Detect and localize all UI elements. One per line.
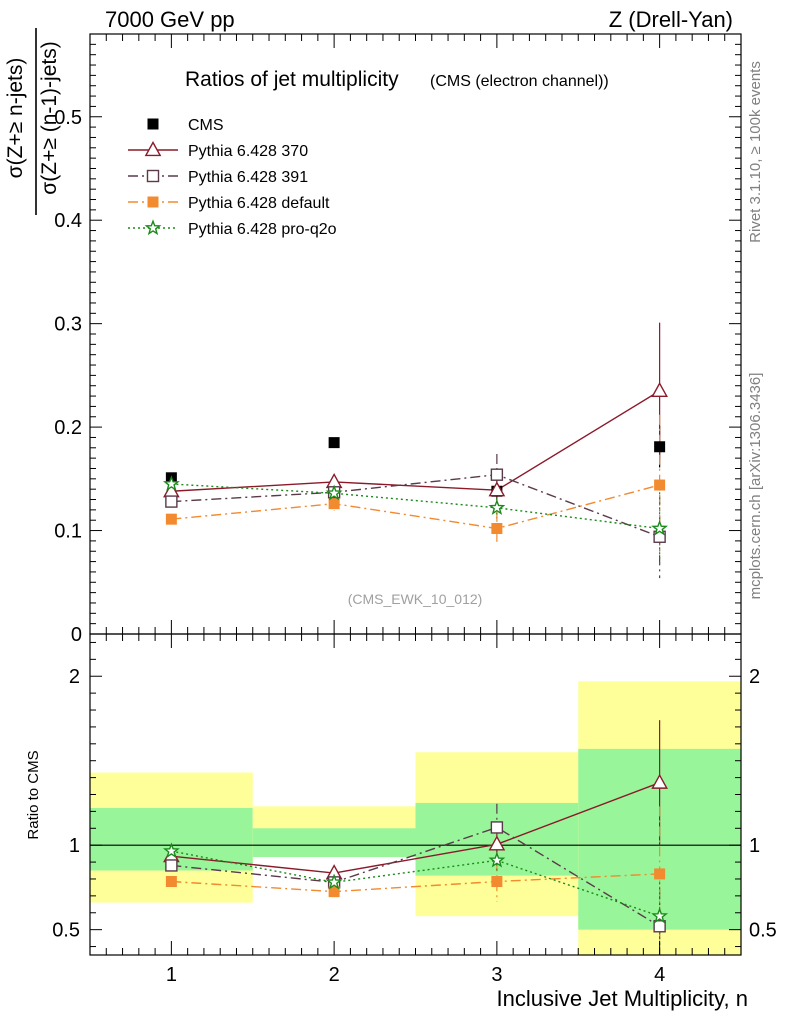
ratio-point-p370-4 <box>651 773 668 789</box>
ratio-point-pq2o-2 <box>325 873 343 890</box>
legend-marker-pq2o <box>144 219 162 236</box>
rivet-version-label: Rivet 3.1.10, ≥ 100k events <box>747 61 764 243</box>
legend-marker-pdef <box>147 196 159 208</box>
mcplots-label: mcplots.cern.ch [arXiv:1306.3436] <box>747 373 764 600</box>
xtick-label: 3 <box>491 964 502 986</box>
legend-marker-cms <box>147 118 159 130</box>
main-point-pdef-4 <box>654 479 666 491</box>
ratio-point-pdef-2 <box>328 886 340 898</box>
main-ytick-label: 0.3 <box>54 314 82 336</box>
legend-marker-p391 <box>146 169 160 183</box>
main-point-cms-2 <box>328 437 340 449</box>
xtick-label: 1 <box>166 964 177 986</box>
y-axis-label-numerator: σ(Z+≥ n-jets) <box>4 58 27 179</box>
ratio-line-pdef <box>171 873 660 893</box>
x-axis-label: Inclusive Jet Multiplicity, n <box>497 986 748 1011</box>
energy-label: 7000 GeV pp <box>105 7 235 32</box>
ratio-ytick-label-left: 0.5 <box>52 920 80 942</box>
uncertainty-band-inner-2 <box>252 828 416 858</box>
ratio-point-p391-1 <box>165 859 178 872</box>
process-label: Z (Drell-Yan) <box>609 7 733 32</box>
ratio-line-p370 <box>171 782 660 874</box>
xtick-label: 4 <box>654 964 665 986</box>
analysis-tag: (CMS_EWK_10_012) <box>348 591 483 607</box>
main-point-p370-3 <box>488 481 506 497</box>
legend-label-pdef: Pythia 6.428 default <box>188 195 330 212</box>
ratio-point-pq2o-3 <box>488 851 506 868</box>
main-line-pdef <box>171 484 660 530</box>
main-point-pdef-2 <box>328 498 340 510</box>
main-ytick-label: 0.2 <box>54 417 82 439</box>
ratio-y-axis-label: Ratio to CMS <box>25 750 42 839</box>
ratio-line-pq2o <box>171 850 660 917</box>
y-axis-label-denominator: σ(Z+≥ (n-1)-jets) <box>38 41 61 194</box>
main-point-pq2o-2 <box>325 484 343 501</box>
ratio-point-p391-4 <box>653 920 666 933</box>
chart-subtitle: (CMS (electron channel)) <box>430 73 609 90</box>
ratio-ytick-label-right: 2 <box>749 666 760 688</box>
ratio-ytick-label-right: 1 <box>749 835 760 857</box>
ratio-ytick-label-left: 2 <box>69 666 80 688</box>
main-point-pq2o-3 <box>488 499 506 515</box>
ratio-point-p391-3 <box>490 821 504 834</box>
main-point-pdef-1 <box>165 513 177 525</box>
legend-label-p370: Pythia 6.428 370 <box>188 143 308 160</box>
main-point-p391-1 <box>165 495 178 508</box>
main-line-p391 <box>171 473 660 538</box>
legend-label-p391: Pythia 6.428 391 <box>188 169 308 186</box>
main-point-pq2o-1 <box>162 475 180 492</box>
main-ytick-label: 0.5 <box>54 107 82 129</box>
main-point-cms-4 <box>654 441 666 453</box>
chart-title: Ratios of jet multiplicity <box>185 68 399 91</box>
legend-label-cms: CMS <box>188 117 224 134</box>
main-ytick-label: 0 <box>71 624 82 646</box>
main-line-p370 <box>171 390 660 492</box>
xtick-label: 2 <box>329 964 340 986</box>
ratio-ytick-label-right: 0.5 <box>749 920 777 942</box>
ratio-point-pq2o-1 <box>162 842 180 859</box>
ratio-point-pdef-4 <box>654 868 666 880</box>
legend-label-pq2o: Pythia 6.428 pro-q2o <box>188 221 337 238</box>
ratio-ytick-label-left: 1 <box>69 835 80 857</box>
main-point-pq2o-4 <box>651 519 669 536</box>
main-ytick-label: 0.4 <box>54 210 82 232</box>
legend-marker-p370 <box>144 141 162 157</box>
ratio-point-pq2o-4 <box>651 907 669 924</box>
main-point-p370-4 <box>651 381 668 398</box>
main-line-pq2o <box>171 483 660 530</box>
ratio-point-pdef-3 <box>491 876 503 888</box>
main-point-pdef-3 <box>491 522 503 534</box>
main-point-p391-3 <box>490 468 504 481</box>
main-ytick-label: 0.1 <box>54 521 82 543</box>
ratio-point-p370-3 <box>488 835 506 851</box>
ratio-line-p391 <box>171 826 660 927</box>
ratio-point-pdef-1 <box>165 876 177 888</box>
